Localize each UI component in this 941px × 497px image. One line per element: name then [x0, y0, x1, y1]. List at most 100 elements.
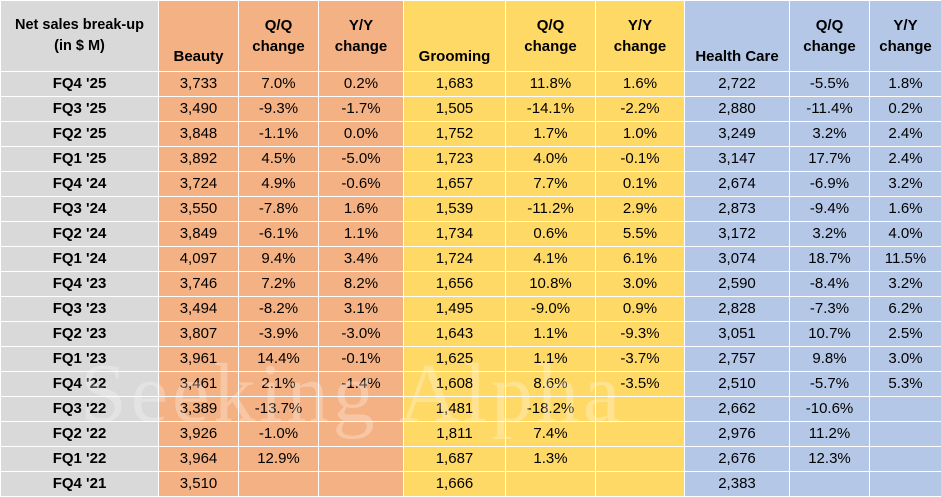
cell-beauty: 3,733: [159, 72, 239, 97]
cell-health: 2,828: [685, 297, 790, 322]
cell-beauty-yy: -5.0%: [319, 147, 404, 172]
cell-beauty-qq: 4.5%: [239, 147, 319, 172]
cell-grooming-qq: 1.1%: [506, 347, 596, 372]
cell-beauty-qq: 14.4%: [239, 347, 319, 372]
cell-health-yy: 2.4%: [870, 122, 941, 147]
cell-health-qq: -6.9%: [790, 172, 870, 197]
cell-health-qq: -10.6%: [790, 397, 870, 422]
cell-period: FQ1 '25: [1, 147, 159, 172]
header-grooming-yy-text: Y/Y change: [614, 15, 667, 57]
cell-health-yy: 6.2%: [870, 297, 941, 322]
cell-grooming-qq: [506, 472, 596, 497]
cell-health-qq: 12.3%: [790, 447, 870, 472]
cell-health: 2,510: [685, 372, 790, 397]
cell-grooming-qq: 11.8%: [506, 72, 596, 97]
cell-beauty-yy: 3.4%: [319, 247, 404, 272]
cell-health: 3,074: [685, 247, 790, 272]
cell-health: 2,674: [685, 172, 790, 197]
cell-health-yy: [870, 472, 941, 497]
cell-grooming-yy: 0.9%: [596, 297, 685, 322]
cell-beauty: 3,807: [159, 322, 239, 347]
cell-beauty: 3,389: [159, 397, 239, 422]
cell-period: FQ4 '24: [1, 172, 159, 197]
cell-health-qq: -7.3%: [790, 297, 870, 322]
cell-beauty-qq: -13.7%: [239, 397, 319, 422]
cell-beauty-yy: 3.1%: [319, 297, 404, 322]
cell-health: 2,676: [685, 447, 790, 472]
cell-grooming-qq: 1.3%: [506, 447, 596, 472]
cell-grooming: 1,495: [404, 297, 506, 322]
cell-period: FQ3 '24: [1, 197, 159, 222]
cell-grooming: 1,481: [404, 397, 506, 422]
cell-grooming: 1,724: [404, 247, 506, 272]
cell-beauty: 3,849: [159, 222, 239, 247]
cell-health-yy: [870, 447, 941, 472]
cell-health-yy: 2.4%: [870, 147, 941, 172]
header-grooming-qq-text: Q/Q change: [524, 15, 577, 57]
header-beauty: Beauty: [159, 1, 239, 72]
cell-beauty: 3,848: [159, 122, 239, 147]
cell-beauty-yy: -1.4%: [319, 372, 404, 397]
header-beauty-qq: Q/Q change: [239, 1, 319, 72]
cell-grooming: 1,657: [404, 172, 506, 197]
cell-health-qq: -9.4%: [790, 197, 870, 222]
header-health-qq-text: Q/Q change: [803, 15, 856, 57]
cell-grooming-qq: 0.6%: [506, 222, 596, 247]
cell-beauty-yy: [319, 397, 404, 422]
cell-grooming: 1,608: [404, 372, 506, 397]
cell-beauty-yy: [319, 472, 404, 497]
cell-grooming: 1,687: [404, 447, 506, 472]
cell-grooming-yy: -0.1%: [596, 147, 685, 172]
cell-grooming-qq: -9.0%: [506, 297, 596, 322]
cell-period: FQ4 '21: [1, 472, 159, 497]
cell-grooming: 1,643: [404, 322, 506, 347]
cell-grooming-yy: 0.1%: [596, 172, 685, 197]
cell-grooming-qq: 1.7%: [506, 122, 596, 147]
header-row: Net sales break-up (in $ M) Beauty Q/Q c…: [1, 1, 941, 72]
cell-grooming-yy: 6.1%: [596, 247, 685, 272]
cell-grooming: 1,505: [404, 97, 506, 122]
cell-health-yy: 11.5%: [870, 247, 941, 272]
cell-period: FQ4 '22: [1, 372, 159, 397]
cell-beauty-yy: -0.1%: [319, 347, 404, 372]
cell-grooming-qq: 4.0%: [506, 147, 596, 172]
cell-health-qq: 9.8%: [790, 347, 870, 372]
cell-health-qq: -11.4%: [790, 97, 870, 122]
cell-beauty-qq: 9.4%: [239, 247, 319, 272]
cell-beauty-qq: -1.1%: [239, 122, 319, 147]
header-grooming: Grooming: [404, 1, 506, 72]
cell-health-yy: [870, 422, 941, 447]
header-health-yy: Y/Y change: [870, 1, 941, 72]
header-health-qq: Q/Q change: [790, 1, 870, 72]
cell-beauty: 3,926: [159, 422, 239, 447]
cell-period: FQ1 '24: [1, 247, 159, 272]
cell-grooming: 1,811: [404, 422, 506, 447]
cell-health: 2,880: [685, 97, 790, 122]
cell-beauty-qq: 7.0%: [239, 72, 319, 97]
cell-beauty-qq: 12.9%: [239, 447, 319, 472]
cell-health-yy: 1.8%: [870, 72, 941, 97]
header-label: Net sales break-up (in $ M): [1, 1, 159, 72]
cell-health: 3,249: [685, 122, 790, 147]
cell-health-qq: 10.7%: [790, 322, 870, 347]
cell-health-qq: 11.2%: [790, 422, 870, 447]
header-label-text: Net sales break-up (in $ M): [15, 15, 144, 57]
cell-beauty-yy: 0.0%: [319, 122, 404, 147]
cell-grooming-yy: 5.5%: [596, 222, 685, 247]
cell-health-yy: 5.3%: [870, 372, 941, 397]
cell-health: 2,976: [685, 422, 790, 447]
cell-period: FQ3 '25: [1, 97, 159, 122]
header-beauty-yy-text: Y/Y change: [335, 15, 388, 57]
header-health-text: Health Care: [695, 48, 778, 65]
cell-grooming-qq: 8.6%: [506, 372, 596, 397]
cell-grooming-yy: [596, 422, 685, 447]
